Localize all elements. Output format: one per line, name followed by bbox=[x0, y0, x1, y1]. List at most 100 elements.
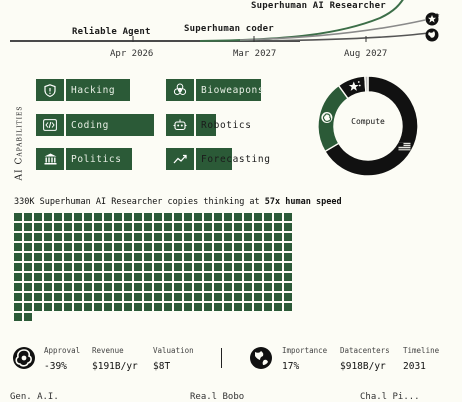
footer-cutoff-text: Cha.l Pi... bbox=[360, 392, 420, 402]
copy-square bbox=[94, 253, 102, 261]
copy-square bbox=[214, 253, 222, 261]
copy-square bbox=[274, 273, 282, 281]
copy-square bbox=[14, 253, 22, 261]
copy-square bbox=[194, 283, 202, 291]
copy-square bbox=[114, 293, 122, 301]
capability-forecasting[interactable]: Forecasting bbox=[166, 148, 276, 170]
copy-square bbox=[244, 263, 252, 271]
copy-square bbox=[184, 303, 192, 311]
copy-square bbox=[144, 293, 152, 301]
copy-square bbox=[214, 223, 222, 231]
copy-square bbox=[44, 283, 52, 291]
copy-square bbox=[64, 213, 72, 221]
capability-politics[interactable]: Politics bbox=[36, 148, 168, 170]
copy-square bbox=[174, 243, 182, 251]
copy-square bbox=[24, 213, 32, 221]
copy-square bbox=[154, 253, 162, 261]
copy-square bbox=[74, 263, 82, 271]
copy-square bbox=[14, 313, 22, 321]
timeline-curve-secondary bbox=[239, 19, 426, 41]
capability-robotics[interactable]: Robotics bbox=[166, 114, 271, 136]
copy-square bbox=[154, 213, 162, 221]
copy-square bbox=[34, 283, 42, 291]
copy-square bbox=[64, 273, 72, 281]
capability-bar: Hacking bbox=[66, 79, 144, 101]
copy-square bbox=[104, 243, 112, 251]
copy-square bbox=[74, 303, 82, 311]
copy-square bbox=[24, 233, 32, 241]
copy-square bbox=[14, 293, 22, 301]
copy-square bbox=[204, 303, 212, 311]
copy-square bbox=[164, 293, 172, 301]
capability-bar: Forecasting bbox=[196, 148, 276, 170]
copy-square bbox=[154, 233, 162, 241]
copy-square bbox=[94, 283, 102, 291]
stat-revenue: Revenue $191B/yr bbox=[92, 346, 138, 372]
copy-square bbox=[94, 273, 102, 281]
copy-square bbox=[204, 223, 212, 231]
milestone-superhuman-ai-researcher: Superhuman AI Researcher bbox=[251, 1, 386, 11]
copy-square bbox=[14, 223, 22, 231]
copy-square bbox=[204, 263, 212, 271]
copy-square bbox=[274, 283, 282, 291]
copy-square bbox=[244, 293, 252, 301]
copy-square bbox=[284, 283, 292, 291]
footer-cutoff-text: Gen. A.I. bbox=[10, 392, 59, 402]
copy-square bbox=[104, 303, 112, 311]
stat-value: $918B/yr bbox=[340, 361, 386, 372]
copy-square bbox=[24, 303, 32, 311]
stat-importance: Importance 17% bbox=[282, 346, 327, 372]
copy-square bbox=[254, 253, 262, 261]
copies-speed: 57x human speed bbox=[264, 197, 342, 207]
copy-square bbox=[74, 243, 82, 251]
copy-square bbox=[174, 263, 182, 271]
copy-square bbox=[84, 303, 92, 311]
copy-square bbox=[274, 293, 282, 301]
capability-hacking[interactable]: Hacking bbox=[36, 79, 144, 101]
copy-square bbox=[194, 213, 202, 221]
copy-square bbox=[94, 243, 102, 251]
copy-square bbox=[124, 293, 132, 301]
copy-square bbox=[244, 273, 252, 281]
copy-square bbox=[244, 223, 252, 231]
copy-square bbox=[124, 303, 132, 311]
copy-square bbox=[114, 233, 122, 241]
copy-square bbox=[204, 233, 212, 241]
copy-square bbox=[164, 223, 172, 231]
copy-square bbox=[114, 243, 122, 251]
shield-icon bbox=[36, 79, 66, 101]
copy-square bbox=[284, 213, 292, 221]
copy-square bbox=[184, 273, 192, 281]
stat-value: -39% bbox=[44, 361, 67, 372]
copy-square bbox=[144, 243, 152, 251]
stat-value: 2031 bbox=[403, 361, 426, 372]
capability-bioweapons[interactable]: Bioweapons bbox=[166, 79, 271, 101]
copy-square bbox=[124, 283, 132, 291]
copy-square bbox=[144, 303, 152, 311]
copy-square bbox=[74, 253, 82, 261]
copy-square bbox=[134, 253, 142, 261]
copy-square bbox=[34, 303, 42, 311]
copy-square bbox=[214, 293, 222, 301]
copy-square bbox=[134, 213, 142, 221]
capability-coding[interactable]: Coding bbox=[36, 114, 161, 136]
copy-square bbox=[184, 263, 192, 271]
stat-value: $191B/yr bbox=[92, 361, 138, 372]
copy-square bbox=[34, 243, 42, 251]
copy-square bbox=[254, 293, 262, 301]
copy-square bbox=[274, 263, 282, 271]
copy-square bbox=[234, 263, 242, 271]
copy-square bbox=[224, 213, 232, 221]
copy-square bbox=[224, 223, 232, 231]
copy-square bbox=[34, 223, 42, 231]
copy-square bbox=[54, 233, 62, 241]
stat-key: Revenue bbox=[92, 346, 124, 355]
copy-square bbox=[184, 213, 192, 221]
capability-bar: Bioweapons bbox=[196, 79, 271, 101]
copy-square bbox=[184, 233, 192, 241]
copy-square bbox=[114, 263, 122, 271]
capability-label: Coding bbox=[71, 119, 109, 131]
copy-square bbox=[84, 263, 92, 271]
star-flag-icon bbox=[425, 12, 440, 26]
copy-square bbox=[164, 243, 172, 251]
